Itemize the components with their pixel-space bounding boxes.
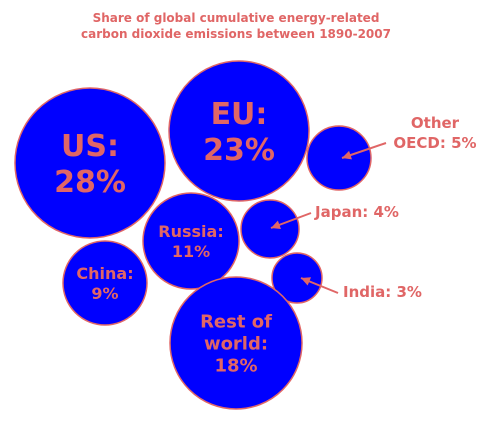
label-japan-line-1: Japan: 4% bbox=[314, 203, 399, 221]
bubbles-group: US:28% EU:23% Other OECD: 5% Russia:11% Japan… bbox=[14, 60, 477, 410]
chart-subtitle: carbon dioxide emissions between 1890-20… bbox=[81, 27, 391, 41]
label-china-line-1: China: bbox=[76, 264, 133, 283]
callout-arrowhead-other-oecd bbox=[342, 150, 352, 160]
label-rest-of-world-line-2: world: bbox=[204, 333, 268, 354]
bubble-japan bbox=[240, 199, 300, 259]
bubble-india bbox=[271, 252, 323, 304]
bubble-russia bbox=[142, 192, 240, 290]
label-russia-line-2: 11% bbox=[172, 242, 210, 261]
bubble-us bbox=[14, 87, 166, 239]
label-eu-line-1: EU: bbox=[211, 97, 268, 132]
label-russia-line-1: Russia: bbox=[158, 222, 223, 241]
callout-arrowhead-india bbox=[301, 277, 312, 286]
label-rest-of-world-line-3: 18% bbox=[214, 355, 257, 376]
label-us-line-2: 28% bbox=[54, 165, 126, 200]
callout-arrowhead-japan bbox=[271, 220, 282, 230]
chart-title: Share of global cumulative energy-relate… bbox=[93, 11, 380, 25]
bubble-china bbox=[62, 240, 148, 326]
label-other-oecd-line-2: OECD: 5% bbox=[393, 134, 476, 152]
label-china-line-2: 9% bbox=[91, 284, 118, 303]
label-us-line-1: US: bbox=[61, 129, 119, 164]
label-eu-line-2: 23% bbox=[203, 133, 275, 168]
bubble-other-oecd bbox=[306, 125, 372, 191]
label-india-line-1: India: 3% bbox=[343, 283, 422, 301]
bubble-rest-of-world bbox=[169, 276, 303, 410]
label-rest-of-world-line-1: Rest of bbox=[200, 311, 272, 332]
bubble-eu bbox=[168, 60, 310, 202]
label-other-oecd-line-1: Other bbox=[411, 114, 460, 132]
